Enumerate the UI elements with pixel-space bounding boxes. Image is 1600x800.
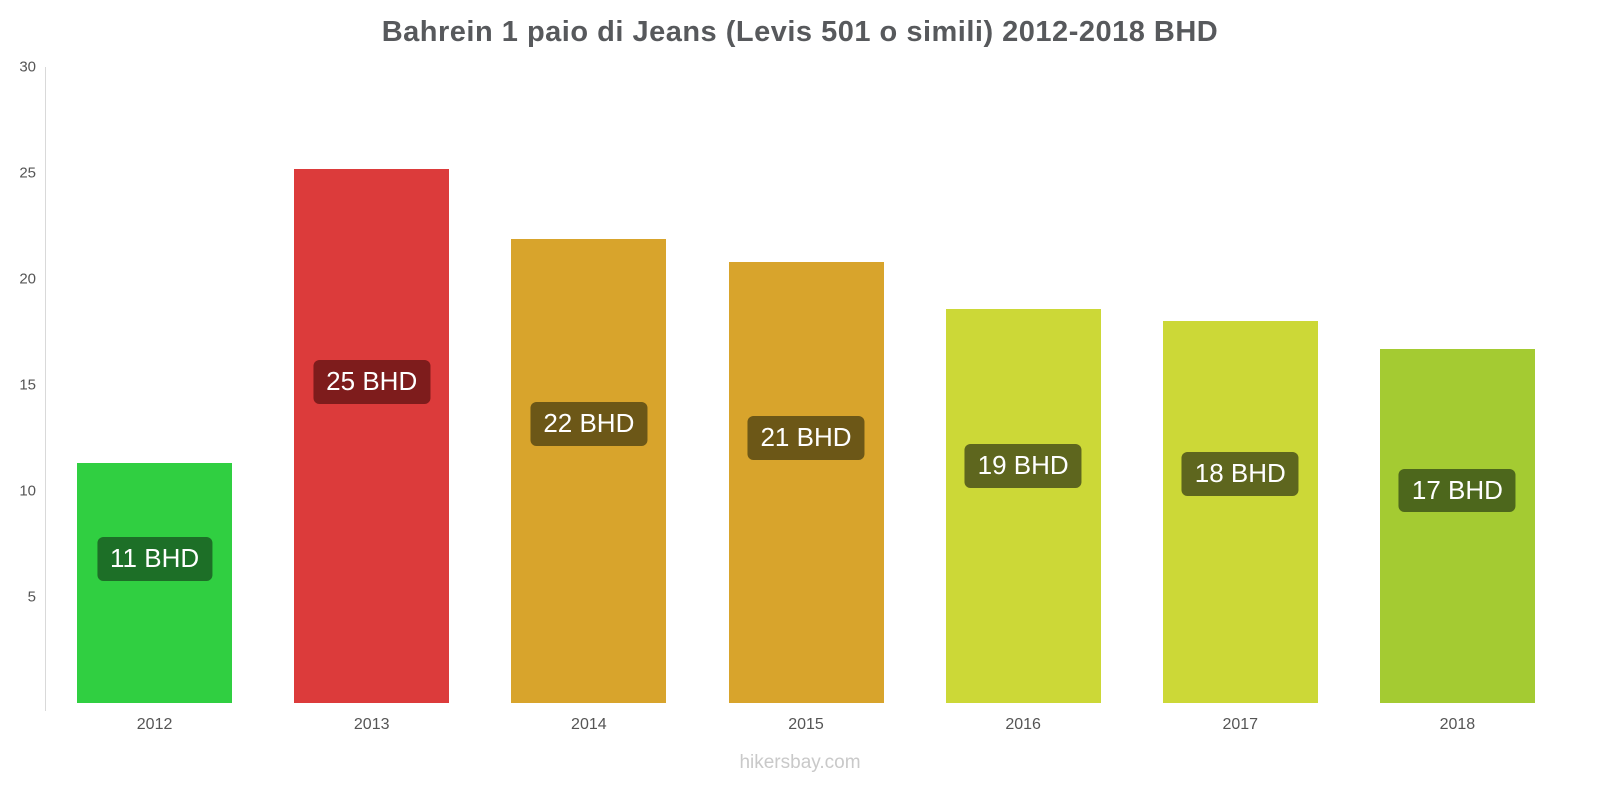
x-tick-2015: 2015 [788,716,824,733]
bar-value-label-2014: 22 BHD [530,402,648,447]
bar-2018: 17 BHD [1379,348,1535,703]
bar-value-label-2016: 19 BHD [964,444,1082,489]
bar-value-label-2017: 18 BHD [1181,452,1299,496]
bar-2013: 25 BHD [294,168,450,703]
x-tick-2013: 2013 [353,716,390,733]
y-tick-25: 25 [19,164,36,182]
bar-value-label-2012: 11 BHD [97,537,213,582]
chart-title: Bahrein 1 paio di Jeans (Levis 501 o sim… [381,16,1219,48]
x-tick-2012: 2012 [136,716,173,733]
bar-2016: 19 BHD [945,308,1101,703]
bar-2017: 18 BHD [1162,321,1318,703]
y-tick-30: 30 [19,58,36,76]
watermark-hikersbay: hikersbay.com [739,752,861,773]
bar-2015: 21 BHD [728,262,884,703]
bar-value-label-2015: 21 BHD [747,416,865,461]
x-tick-2016: 2016 [1005,716,1041,733]
plot-area: 5 10 15 20 25 30 11 BHD 2012 25 BHD 2013 22 BHD 201… [19,60,1566,733]
x-tick-2014: 2014 [571,716,607,733]
bar-2012: 11 BHD [77,463,233,703]
y-tick-10: 10 [19,482,36,500]
bar-2014: 22 BHD [511,238,667,703]
y-tick-15: 15 [19,376,36,394]
bar-value-label-2013: 25 BHD [313,360,431,405]
bar-value-label-2018: 17 BHD [1398,468,1516,513]
y-tick-5: 5 [27,588,36,606]
y-tick-20: 20 [19,270,36,288]
x-tick-2017: 2017 [1222,716,1259,733]
x-tick-2018: 2018 [1439,716,1476,733]
